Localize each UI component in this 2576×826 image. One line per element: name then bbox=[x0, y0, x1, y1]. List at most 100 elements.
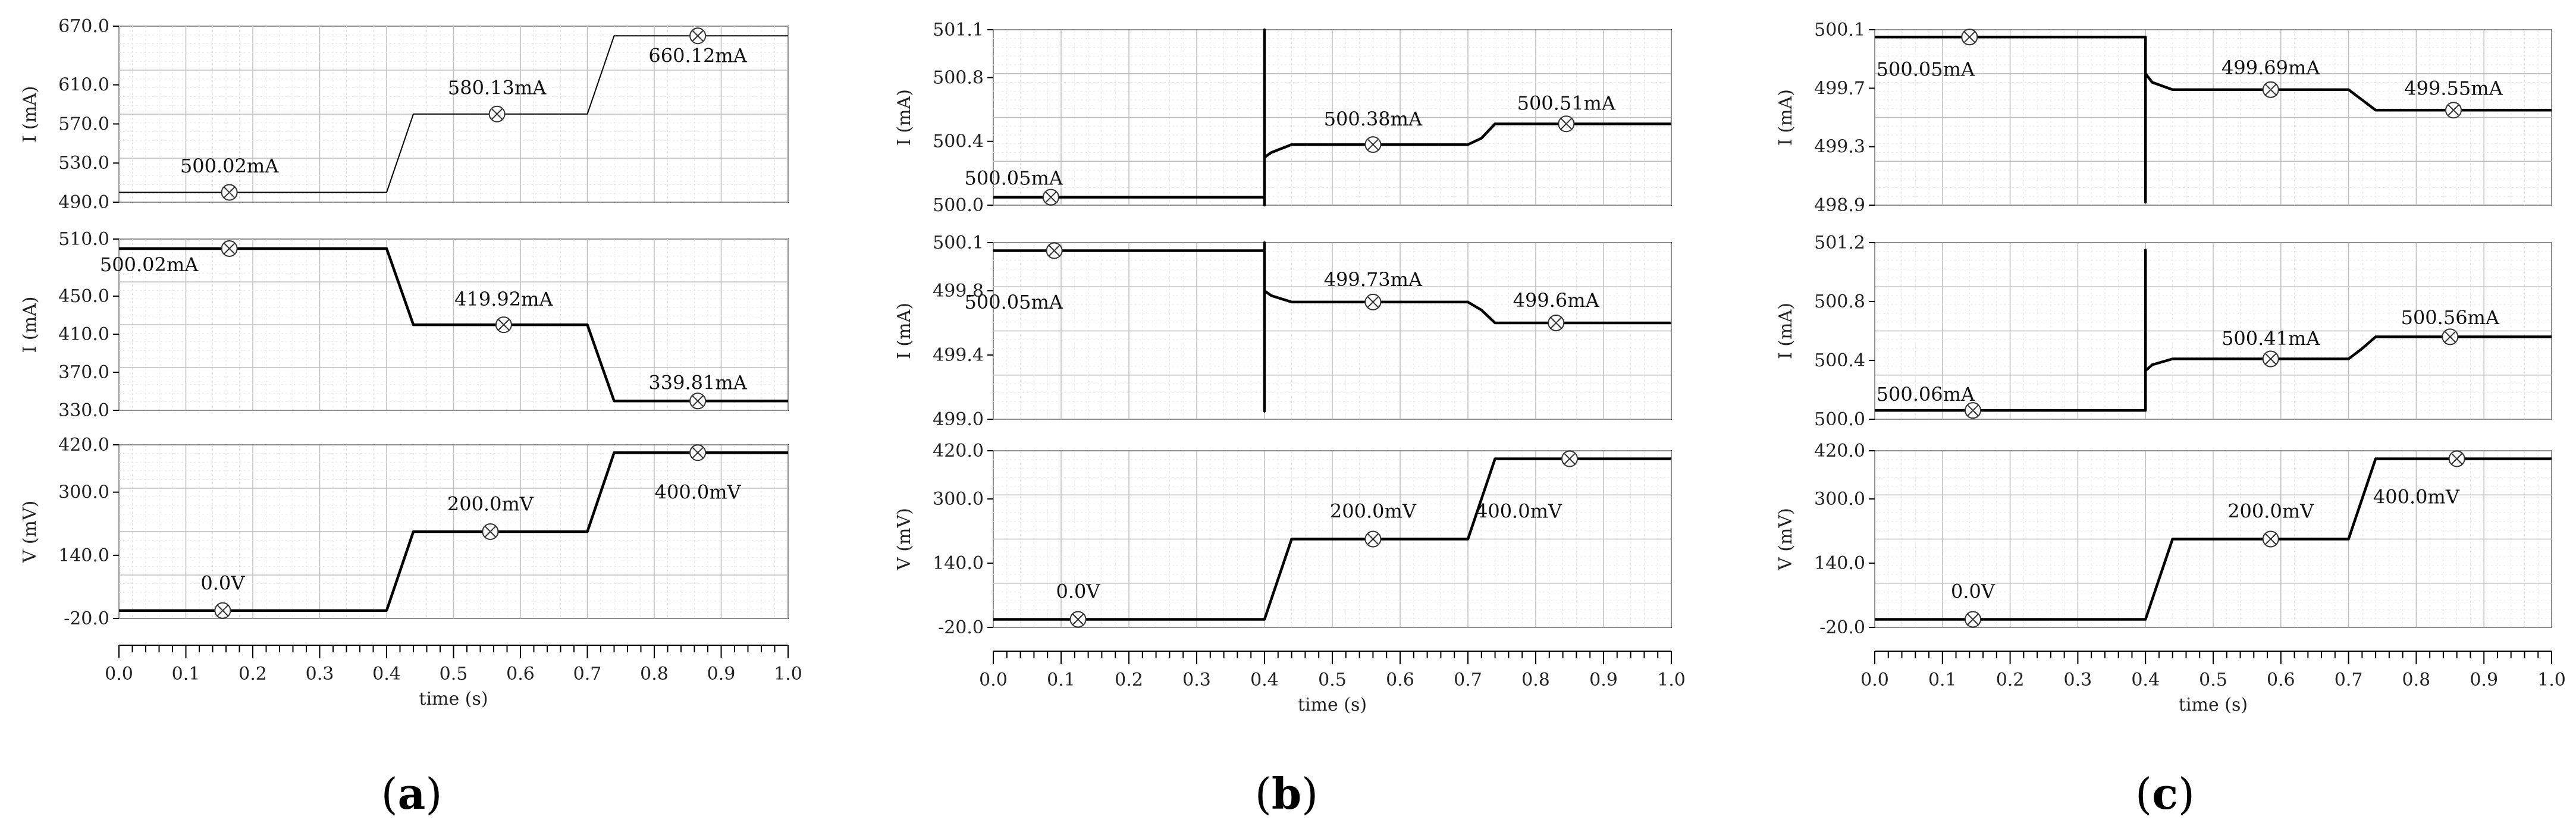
x-tick-label: 0.6 bbox=[506, 664, 535, 684]
x-tick-label: 0.9 bbox=[707, 664, 736, 684]
subplot-1: 500.1 499.7 499.3 498.9 I (mA) 500.05mA 499.69… bbox=[1775, 20, 2552, 216]
series-line bbox=[1875, 457, 2552, 621]
marker bbox=[1548, 315, 1565, 331]
x-tick-label: 0.9 bbox=[1589, 670, 1618, 690]
panel-label: (c) bbox=[2135, 768, 2195, 819]
y-tick-label: 610.0 bbox=[58, 75, 109, 96]
y-tick-label: 510.0 bbox=[58, 229, 109, 250]
data-label: 400.0mV bbox=[2373, 486, 2460, 508]
x-axis: 0.0 0.1 0.2 0.3 0.4 0.5 0.6 0.7 0.8 0.9 1.0 time (s… bbox=[105, 645, 802, 709]
series-line bbox=[1875, 36, 2552, 204]
y-tick-label: 670.0 bbox=[58, 16, 109, 37]
y-tick-label: 410.0 bbox=[58, 324, 109, 345]
marker bbox=[1364, 530, 1382, 548]
marker-cross bbox=[1367, 533, 1379, 545]
marker bbox=[214, 602, 231, 619]
y-tick-label: 499.4 bbox=[933, 345, 984, 366]
y-tick-label: 499.8 bbox=[933, 281, 984, 301]
y-axis-label: I (mA) bbox=[20, 297, 40, 353]
x-tick-label: 0.7 bbox=[573, 664, 602, 684]
marker-cross bbox=[1367, 296, 1379, 308]
marker bbox=[1042, 189, 1059, 206]
subplot-3: 420.0 300.0 140.0 -20.0 V (mV) 0.0V 200.0mV 400… bbox=[20, 435, 789, 629]
data-label: 0.0V bbox=[1056, 580, 1101, 602]
y-tick-label: 500.8 bbox=[933, 67, 984, 88]
x-tick-label: 0.6 bbox=[2267, 670, 2295, 690]
subplot-1: 670.0 610.0 570.0 530.0 490.0 I (mA) 500.02mA 5… bbox=[20, 16, 789, 213]
panel-label-part: a bbox=[398, 768, 426, 819]
y-tick-label: 300.0 bbox=[58, 482, 109, 503]
marker bbox=[1364, 136, 1382, 153]
panel-label-part: ) bbox=[2178, 769, 2195, 819]
x-tick-label: 0.1 bbox=[172, 664, 200, 684]
y-tick-label: 499.0 bbox=[933, 409, 984, 430]
subplot-2: 500.1 499.8 499.4 499.0 I (mA) 500.05mA 499.73… bbox=[894, 233, 1672, 430]
marker bbox=[1965, 611, 1982, 628]
marker-cross bbox=[2444, 331, 2456, 343]
x-tick-label: 0.2 bbox=[1996, 670, 2025, 690]
marker-cross bbox=[2265, 533, 2277, 545]
marker bbox=[221, 240, 238, 257]
data-label: 0.0V bbox=[1951, 580, 1995, 602]
marker bbox=[482, 523, 499, 540]
marker bbox=[488, 105, 506, 123]
y-axis-label: I (mA) bbox=[1775, 89, 1796, 146]
marker bbox=[1364, 293, 1382, 310]
series-line bbox=[993, 28, 1671, 207]
data-label: 499.73mA bbox=[1324, 268, 1423, 291]
data-label: 419.92mA bbox=[454, 288, 553, 310]
x-tick-label: 0.1 bbox=[1928, 670, 1957, 690]
y-axis-label: V (mV) bbox=[894, 508, 915, 571]
x-tick-label: 0.8 bbox=[2402, 670, 2431, 690]
panel-label-part: ( bbox=[1255, 769, 1272, 819]
data-label: 400.0mV bbox=[655, 481, 742, 504]
marker bbox=[2445, 102, 2462, 119]
marker-cross bbox=[1048, 244, 1060, 257]
y-tick-label: 500.1 bbox=[933, 233, 984, 253]
marker bbox=[689, 392, 707, 410]
data-label: 500.05mA bbox=[964, 291, 1063, 313]
marker bbox=[2262, 81, 2279, 98]
x-tick-label: 0.0 bbox=[1860, 670, 1889, 690]
marker bbox=[1965, 402, 1982, 419]
marker bbox=[495, 316, 512, 334]
data-label: 580.13mA bbox=[448, 77, 547, 99]
data-label: 500.41mA bbox=[2222, 327, 2320, 350]
data-label: 400.0mV bbox=[1476, 500, 1562, 522]
marker bbox=[1069, 611, 1087, 628]
y-tick-label: 140.0 bbox=[1814, 553, 1865, 574]
data-label: 500.51mA bbox=[1517, 92, 1616, 114]
x-tick-label: 0.0 bbox=[979, 670, 1008, 690]
y-tick-label: 500.1 bbox=[1814, 20, 1865, 40]
marker bbox=[1558, 115, 1575, 133]
x-tick-label: 0.7 bbox=[2335, 670, 2363, 690]
marker-cross bbox=[2451, 453, 2463, 465]
panel-label-part: c bbox=[2152, 768, 2178, 819]
x-tick-label: 0.5 bbox=[2199, 670, 2227, 690]
x-tick-label: 0.3 bbox=[306, 664, 334, 684]
data-label: 500.05mA bbox=[1877, 58, 1975, 80]
x-tick-label: 0.9 bbox=[2470, 670, 2498, 690]
y-axis-label: I (mA) bbox=[1775, 303, 1796, 359]
marker bbox=[689, 27, 707, 45]
marker bbox=[2442, 328, 2459, 346]
data-label: 339.81mA bbox=[648, 372, 747, 394]
marker-cross bbox=[1967, 613, 1979, 626]
y-tick-label: 300.0 bbox=[933, 489, 984, 510]
marker-cross bbox=[1967, 404, 1979, 416]
marker-cross bbox=[1367, 139, 1379, 150]
y-tick-label: 450.0 bbox=[58, 286, 109, 307]
x-tick-label: 0.7 bbox=[1454, 670, 1482, 690]
y-tick-label: 140.0 bbox=[58, 545, 109, 566]
y-tick-label: 330.0 bbox=[58, 400, 109, 421]
x-tick-label: 0.5 bbox=[1318, 670, 1347, 690]
y-tick-label: 500.4 bbox=[1814, 350, 1865, 371]
x-tick-label: 0.4 bbox=[1250, 670, 1279, 690]
panel-label: (b) bbox=[1255, 768, 1319, 819]
marker bbox=[2448, 450, 2465, 467]
panel-b: 501.1 500.8 500.4 500.0 I (mA) 500.05mA 500.38… bbox=[894, 20, 1686, 819]
y-tick-label: 420.0 bbox=[58, 435, 109, 456]
marker-cross bbox=[1072, 613, 1084, 626]
x-tick-label: 0.3 bbox=[1182, 670, 1211, 690]
data-label: 500.05mA bbox=[964, 167, 1063, 189]
